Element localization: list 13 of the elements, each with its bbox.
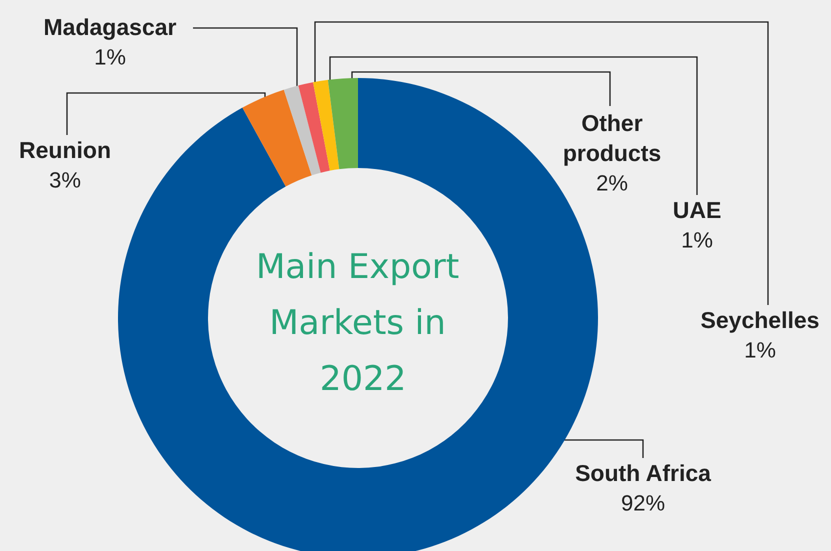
data-label: 92% — [620, 490, 666, 516]
data-label: 2% — [596, 170, 628, 196]
data-label: 1% — [681, 228, 713, 252]
data-label: 1% — [94, 44, 126, 70]
slice-label: South Africa — [575, 460, 712, 486]
data-label: 3% — [49, 168, 81, 192]
slice-label: Madagascar — [44, 14, 177, 40]
data-label: 1% — [744, 338, 776, 362]
slice-label: UAE — [672, 197, 722, 223]
text: Main Export Markets in 2022 — [256, 247, 470, 399]
slice-label: Other products — [562, 110, 662, 166]
slice-label: Seychelles — [700, 307, 820, 333]
slice-label: Reunion — [19, 137, 111, 163]
